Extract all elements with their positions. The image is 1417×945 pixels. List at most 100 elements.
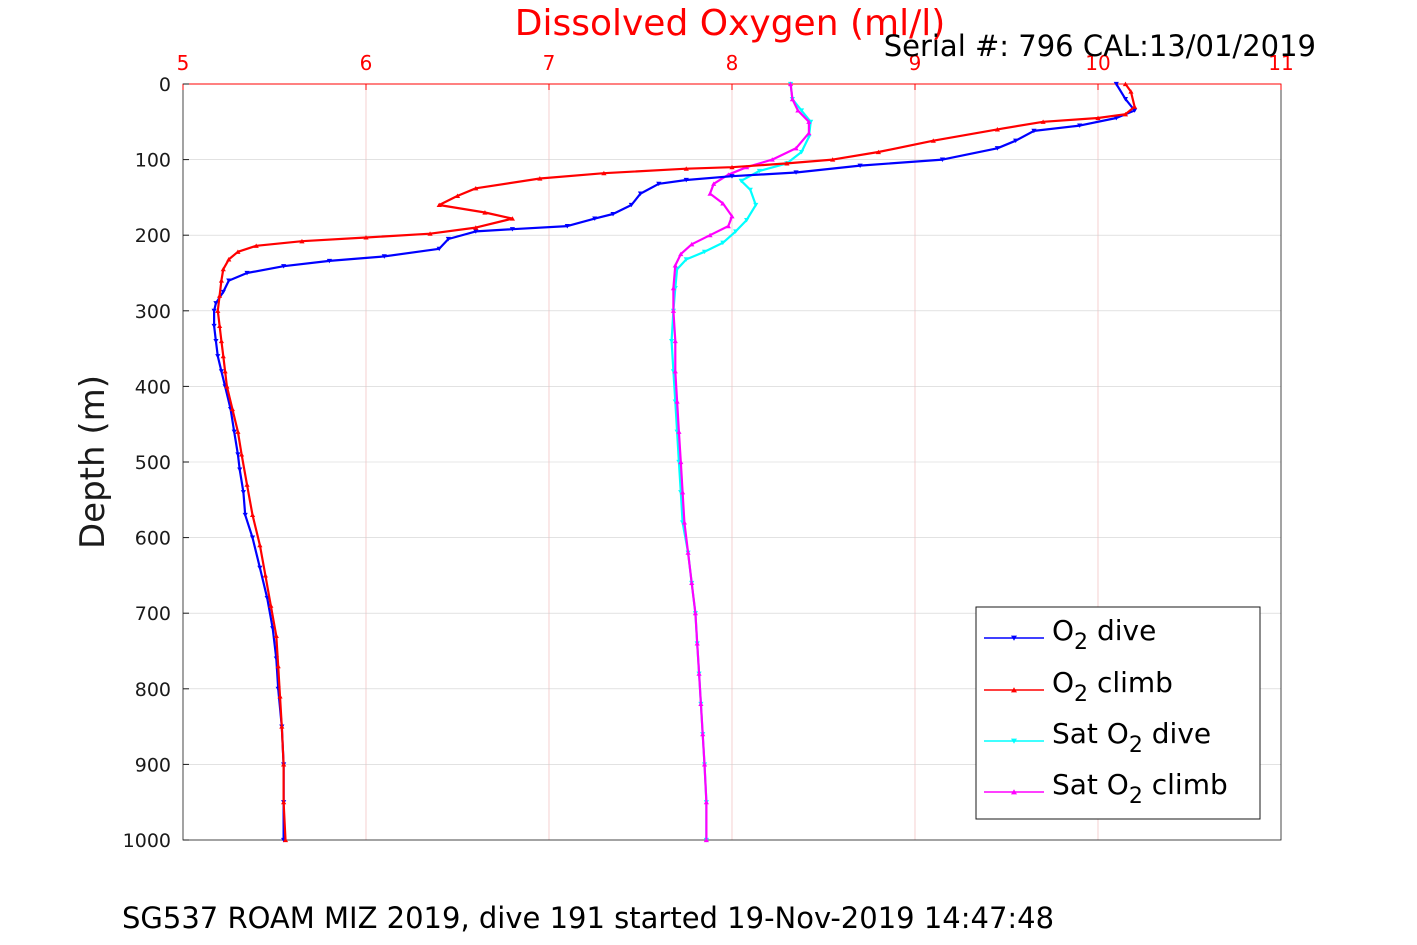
data-point-sat-o2-dive <box>756 168 763 174</box>
data-point-o2-climb <box>229 406 236 412</box>
data-point-o2-climb <box>273 633 279 638</box>
y-tick-label: 400 <box>135 376 171 398</box>
data-point-sat-o2-climb <box>729 213 735 219</box>
data-point-sat-o2-dive <box>738 178 744 184</box>
data-point-sat-o2-dive <box>701 249 708 255</box>
data-point-o2-climb <box>363 235 369 240</box>
x-tick-label: 9 <box>909 51 922 75</box>
data-point-sat-o2-dive <box>720 240 726 246</box>
legend: O2 dive O2 climb Sat O2 dive Sat O2 climb <box>975 606 1261 820</box>
data-point-o2-dive <box>637 191 644 196</box>
data-point-sat-o2-climb <box>725 223 731 229</box>
data-point-sat-o2-climb <box>793 145 799 151</box>
data-point-o2-climb <box>275 663 281 669</box>
data-point-o2-dive <box>211 308 217 314</box>
data-point-sat-o2-climb <box>700 731 706 737</box>
data-point-sat-o2-climb <box>806 119 812 124</box>
data-point-o2-climb <box>226 257 232 262</box>
data-point-sat-o2-climb <box>670 308 677 313</box>
data-point-o2-dive <box>1132 108 1138 113</box>
data-point-o2-dive <box>281 264 287 269</box>
y-tick-label: 500 <box>135 452 171 474</box>
data-point-sat-o2-dive <box>744 218 750 223</box>
data-point-o2-dive <box>1113 115 1119 121</box>
legend-marker-o2-climb <box>1011 687 1017 693</box>
data-point-sat-o2-climb <box>678 251 684 257</box>
data-point-o2-climb <box>601 170 607 176</box>
data-point-o2-dive <box>215 354 221 359</box>
data-point-o2-climb <box>218 338 225 344</box>
data-point-o2-dive <box>240 490 246 495</box>
data-point-sat-o2-climb <box>678 459 684 465</box>
legend-item-o2-dive: O2 dive <box>984 614 1156 655</box>
data-point-o2-dive <box>683 177 689 183</box>
data-point-o2-dive <box>226 278 232 283</box>
data-point-sat-o2-climb <box>685 550 691 555</box>
data-point-o2-dive <box>237 467 243 472</box>
data-point-o2-dive <box>509 227 515 232</box>
x-tick-label: 7 <box>543 51 556 75</box>
data-point-sat-o2-climb <box>670 285 677 291</box>
data-point-sat-o2-climb <box>672 368 678 374</box>
x-tick-label: 11 <box>1268 51 1293 75</box>
data-point-o2-dive <box>1031 128 1037 134</box>
data-point-o2-climb <box>279 724 285 729</box>
y-tick-label: 900 <box>135 754 171 776</box>
data-point-o2-climb <box>235 249 241 254</box>
data-point-sat-o2-climb <box>703 799 709 805</box>
legend-box <box>975 606 1261 820</box>
data-point-o2-climb <box>454 193 461 198</box>
data-point-o2-dive <box>381 254 387 259</box>
data-point-o2-dive <box>445 236 451 242</box>
y-axis-ticks: 0 100 200 300 400 500 600 700 800 900 1000 <box>123 74 189 852</box>
series-o2-climb <box>215 81 1138 843</box>
y-tick-label: 600 <box>135 528 171 550</box>
data-point-o2-dive <box>994 146 1000 151</box>
data-point-sat-o2-dive <box>798 149 805 155</box>
y-axis-label: Depth (m) <box>73 375 113 549</box>
data-point-o2-dive <box>473 229 479 234</box>
data-point-o2-climb <box>930 138 936 143</box>
data-point-o2-dive <box>220 289 226 295</box>
data-point-o2-dive <box>564 224 570 229</box>
data-point-o2-dive <box>592 216 598 221</box>
data-point-o2-climb <box>784 161 790 166</box>
data-point-o2-climb <box>217 323 223 328</box>
data-point-sat-o2-climb <box>689 241 695 247</box>
data-point-sat-o2-climb <box>674 399 680 404</box>
data-point-sat-o2-climb <box>703 837 709 843</box>
x-axis-ticks: 5 6 7 8 9 10 11 <box>177 51 1294 90</box>
y-tick-label: 200 <box>135 225 171 247</box>
legend-marker-sat-o2-dive <box>1011 738 1017 744</box>
y-tick-label: 100 <box>135 150 171 172</box>
data-point-o2-climb <box>281 762 287 767</box>
data-point-o2-dive <box>211 323 217 329</box>
data-point-o2-dive <box>793 170 799 175</box>
chart-subtitle: Serial #: 796 CAL:13/01/2019 <box>884 29 1316 63</box>
data-point-o2-climb <box>427 231 433 236</box>
x-tick-label: 5 <box>177 51 190 75</box>
series-line-o2-dive <box>213 83 1136 840</box>
data-point-sat-o2-dive <box>753 202 759 208</box>
data-point-o2-climb <box>1095 115 1101 121</box>
data-point-sat-o2-climb <box>711 181 717 186</box>
legend-item-sat-o2-climb: Sat O2 climb <box>984 768 1228 809</box>
data-point-o2-dive <box>1113 81 1119 87</box>
data-point-o2-climb <box>729 164 735 170</box>
data-point-o2-climb <box>282 837 289 843</box>
data-point-o2-climb <box>1040 119 1046 124</box>
data-point-o2-climb <box>257 542 263 548</box>
data-point-o2-climb <box>218 278 225 283</box>
data-point-o2-dive <box>244 270 250 276</box>
series-sat-o2-climb <box>670 81 812 843</box>
data-point-sat-o2-climb <box>707 191 713 196</box>
legend-label-sat-o2-climb: Sat O2 climb <box>1052 768 1228 809</box>
legend-marker-sat-o2-climb <box>1011 789 1017 795</box>
data-point-o2-dive <box>213 301 219 306</box>
data-point-o2-dive <box>257 565 263 571</box>
legend-label-o2-climb: O2 climb <box>1052 666 1173 707</box>
data-point-o2-dive <box>939 157 946 162</box>
data-point-o2-dive <box>857 163 863 168</box>
data-point-sat-o2-climb <box>769 157 775 162</box>
